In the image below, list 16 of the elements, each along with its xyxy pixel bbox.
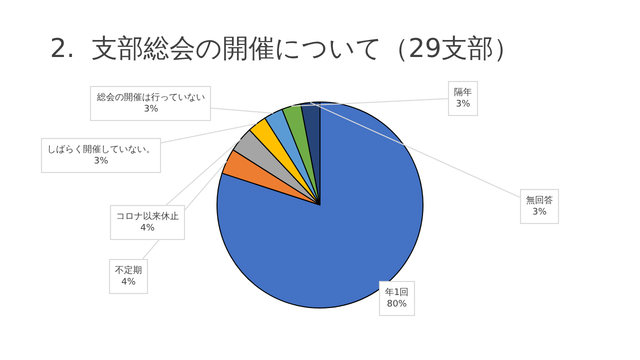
data-label: 3%: [144, 104, 159, 115]
chart-title: 2. 支部総会の開催について（29支部）: [50, 34, 520, 64]
slice-label: 無回答: [526, 195, 553, 206]
data-label: 80%: [386, 300, 408, 310]
data-label: 3%: [456, 100, 471, 110]
data-label: 3%: [94, 156, 109, 167]
slice-label: コロナ以来休止: [116, 211, 179, 222]
data-label: 4%: [140, 224, 156, 234]
slice-label: 不定期: [115, 265, 142, 276]
slice-label: 隔年: [454, 87, 472, 98]
data-label: 3%: [532, 208, 548, 218]
slice-label: 年1回: [385, 287, 409, 298]
slice-label: しばらく開催していない。: [47, 144, 155, 155]
pie-slice: [216, 102, 424, 308]
data-label: 4%: [121, 278, 136, 288]
slice-label: 総会の開催は行っていない: [96, 92, 205, 103]
